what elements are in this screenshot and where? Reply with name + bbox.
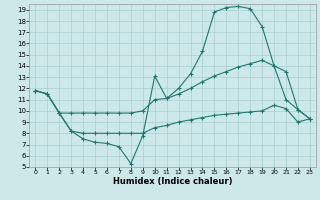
X-axis label: Humidex (Indice chaleur): Humidex (Indice chaleur): [113, 177, 232, 186]
